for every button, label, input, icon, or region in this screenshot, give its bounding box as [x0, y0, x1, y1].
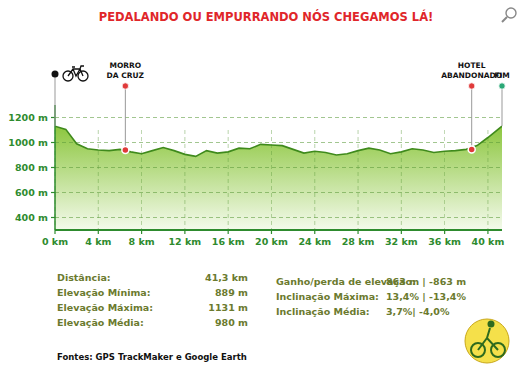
grid-line — [228, 130, 229, 230]
x-tick-label: 24 km — [298, 236, 331, 247]
zoom-icon — [506, 8, 516, 18]
grid-line — [55, 142, 502, 143]
elevation-line — [55, 126, 502, 156]
x-tick-label: 32 km — [385, 236, 418, 247]
annotation-pin — [468, 83, 474, 89]
grid-line — [98, 130, 99, 230]
stat-label: Inclinação Máxima: — [276, 291, 379, 302]
y-tick — [51, 217, 55, 218]
title: PEDALANDO OU EMPURRANDO NÓS CHEGAMOS LÁ! — [99, 9, 434, 24]
y-tick-label: 400 m — [15, 212, 48, 223]
stat-value: 1131 m — [208, 302, 248, 313]
grid-line — [487, 130, 488, 230]
grid-line — [55, 117, 502, 118]
grid-line — [184, 130, 185, 230]
y-tick-label: 600 m — [15, 187, 48, 198]
annotation-pin — [499, 83, 505, 89]
annotation-line — [125, 86, 126, 150]
background — [0, 0, 532, 375]
x-tick-label: 20 km — [255, 236, 288, 247]
y-tick-label: 1200 m — [8, 112, 48, 123]
y-tick — [51, 142, 55, 143]
stat-value: 41,3 km — [205, 272, 248, 283]
grid-line — [55, 192, 502, 193]
stat-value: 863 m | -863 m — [386, 276, 466, 287]
zoom-icon — [502, 17, 507, 22]
x-tick — [271, 230, 272, 234]
annotation-label: FIM — [494, 71, 509, 80]
chart: PEDALANDO OU EMPURRANDO NÓS CHEGAMOS LÁ!… — [0, 0, 532, 375]
logo — [465, 319, 509, 363]
annotation-line — [502, 86, 503, 126]
start-dot — [52, 71, 59, 78]
y-tick — [51, 167, 55, 168]
annotation-pin — [122, 83, 128, 89]
x-tick-label: 40 km — [472, 236, 505, 247]
plot-line — [55, 126, 502, 156]
stat-label: Distância: — [57, 272, 111, 283]
annotation-line — [471, 86, 472, 149]
stat-value: 889 m — [215, 287, 248, 298]
annotation-label: DA CRUZ — [107, 71, 145, 80]
stat-label: Elevação Média: — [57, 317, 144, 328]
annotation-dot — [468, 146, 475, 153]
x-axis — [55, 229, 502, 231]
x-tick-label: 0 km — [42, 236, 68, 247]
elevation-area — [55, 126, 502, 230]
x-tick-label: 28 km — [342, 236, 375, 247]
stat-label: Elevação Máxima: — [57, 302, 153, 313]
grid-line — [55, 217, 502, 218]
x-tick-label: 12 km — [169, 236, 202, 247]
x-tick-label: 4 km — [85, 236, 111, 247]
x-tick-label: 16 km — [212, 236, 245, 247]
x-tick — [487, 230, 488, 234]
stat-value: 980 m — [215, 317, 248, 328]
x-tick — [54, 230, 55, 234]
annotation-label: MORRO — [109, 61, 141, 70]
start-line — [55, 74, 56, 126]
logo — [478, 328, 498, 350]
x-tick-label: 36 km — [428, 236, 461, 247]
x-tick — [184, 230, 185, 234]
grid-line — [401, 130, 402, 230]
annotation-label: ABANDONADO — [441, 71, 502, 80]
y-tick-label: 800 m — [15, 162, 48, 173]
logo — [488, 321, 495, 328]
grid-line — [314, 130, 315, 230]
x-tick — [401, 230, 402, 234]
plot-data — [55, 126, 502, 230]
grid-line — [358, 130, 359, 230]
stat-label: Elevação Mínima: — [57, 287, 151, 298]
x-tick — [98, 230, 99, 234]
y-tick — [51, 192, 55, 193]
annotation-label: HOTEL — [458, 61, 486, 70]
y-tick-label: 1000 m — [8, 137, 48, 148]
bike-icon — [68, 66, 84, 76]
annotation-dot — [122, 147, 129, 154]
x-tick — [357, 230, 358, 234]
grid-line — [141, 130, 142, 230]
x-tick-label: 8 km — [129, 236, 155, 247]
x-tick — [444, 230, 445, 234]
x-tick — [314, 230, 315, 234]
stat-label: Inclinação Média: — [276, 306, 370, 317]
stat-value: 13,4% | -13,4% — [386, 291, 466, 302]
source: Fontes: GPS TrackMaker e Google Earth — [57, 352, 247, 362]
x-tick — [141, 230, 142, 234]
grid-line — [444, 130, 445, 230]
grid-line — [55, 167, 502, 168]
x-tick — [228, 230, 229, 234]
y-tick — [51, 117, 55, 118]
stat-value: 3,7%| -4,0% — [386, 306, 450, 317]
